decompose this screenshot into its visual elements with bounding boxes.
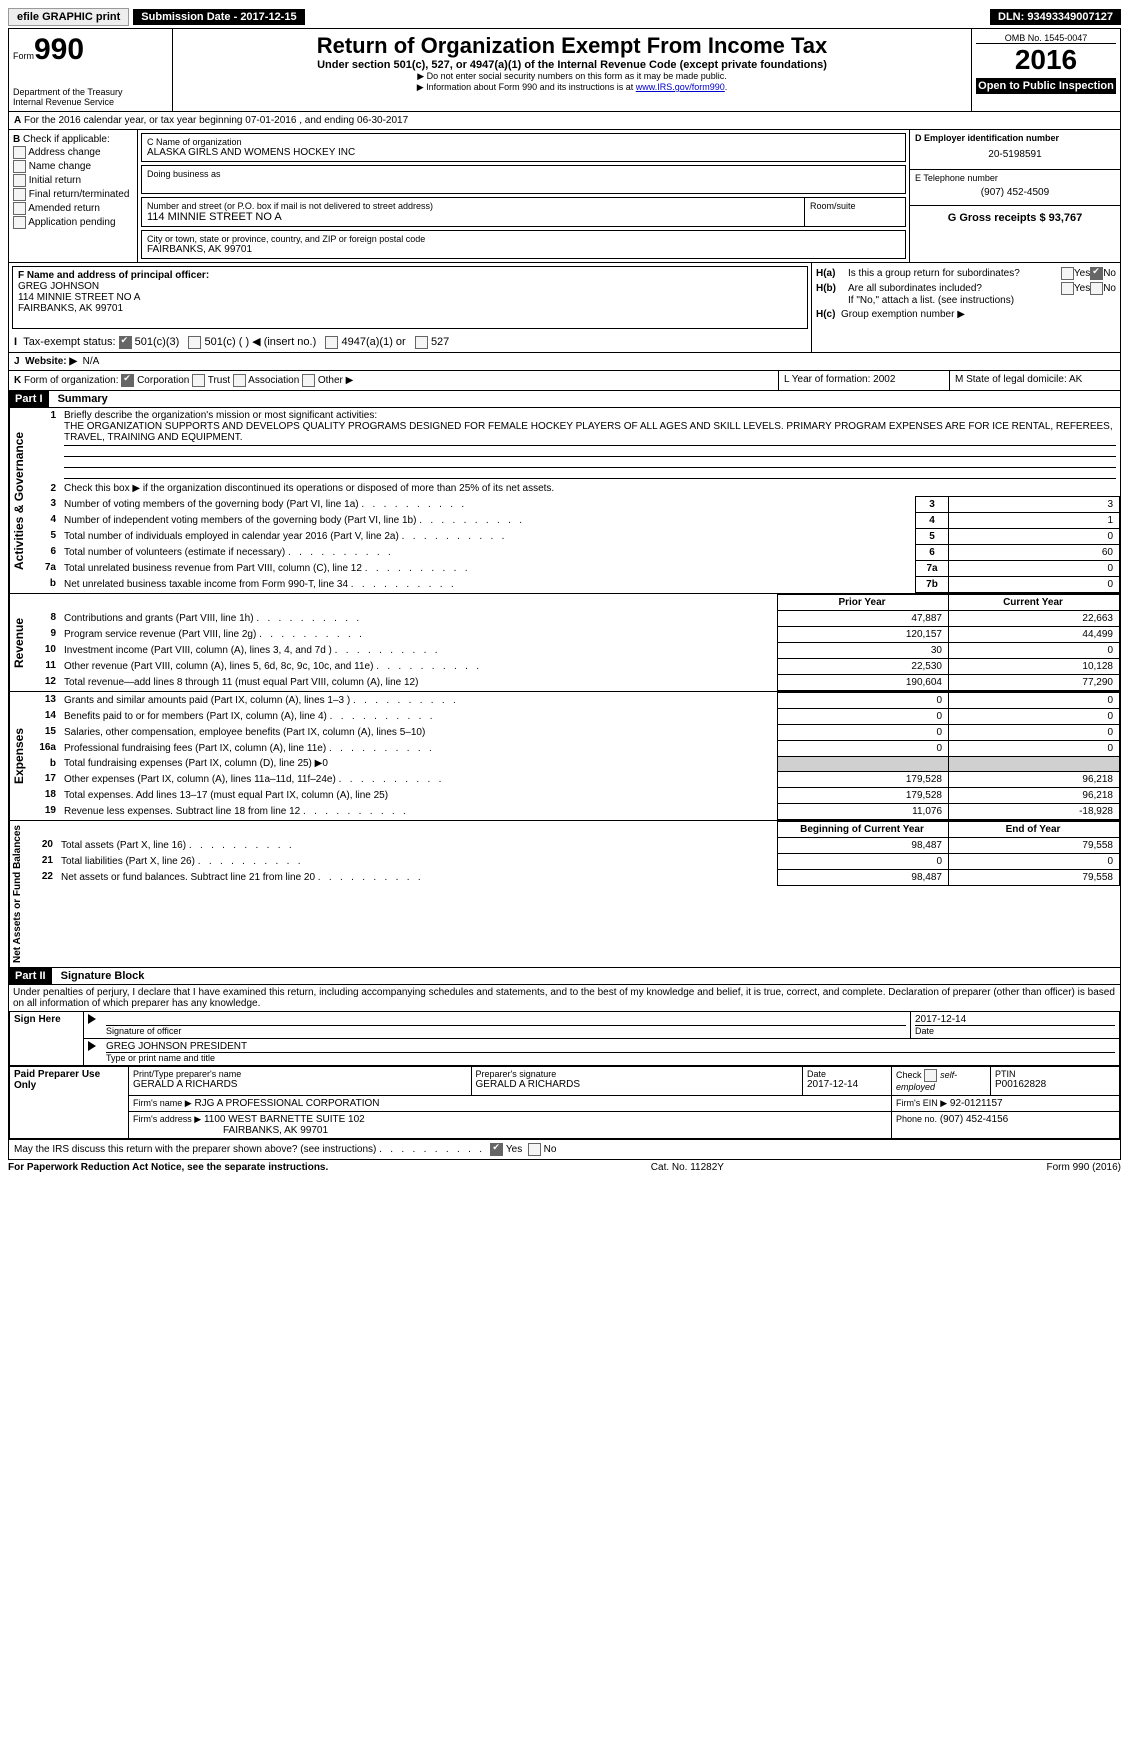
expenses-table: 13Grants and similar amounts paid (Part …: [28, 692, 1120, 820]
net-assets-table: Beginning of Current YearEnd of Year 20T…: [25, 821, 1120, 886]
checkbox-other[interactable]: [302, 374, 315, 387]
org-name-box: C Name of organization ALASKA GIRLS AND …: [141, 133, 906, 162]
city-box: City or town, state or province, country…: [141, 230, 906, 259]
revenue-table: Prior YearCurrent Year 8Contributions an…: [28, 594, 1120, 691]
checkbox-discuss-yes[interactable]: [490, 1143, 503, 1156]
checkbox-hb-yes[interactable]: [1061, 282, 1074, 295]
declaration: Under penalties of perjury, I declare th…: [9, 985, 1120, 1011]
checkbox-501c3[interactable]: [119, 336, 132, 349]
checkbox-amended[interactable]: [13, 202, 26, 215]
part1-header: Part I: [9, 391, 49, 407]
form-body: Form990 Department of the Treasury Inter…: [8, 28, 1121, 1160]
checkbox-address-change[interactable]: [13, 146, 26, 159]
label-net-assets: Net Assets or Fund Balances: [9, 821, 25, 967]
section-m: M State of legal domicile: AK: [949, 371, 1120, 390]
checkbox-hb-no[interactable]: [1090, 282, 1103, 295]
form-word: Form: [13, 51, 34, 61]
checkbox-self-employed[interactable]: [924, 1069, 937, 1082]
page-footer: For Paperwork Reduction Act Notice, see …: [8, 1160, 1121, 1173]
irs-label: Internal Revenue Service: [13, 97, 168, 107]
sign-here-block: Sign Here Signature of officer 2017-12-1…: [9, 1011, 1120, 1066]
checkbox-trust[interactable]: [192, 374, 205, 387]
irs-link[interactable]: www.IRS.gov/form990: [636, 82, 725, 92]
form-subtitle: Under section 501(c), 527, or 4947(a)(1)…: [177, 59, 967, 71]
officer-box: F Name and address of principal officer:…: [12, 266, 808, 329]
section-k: K Form of organization: Corporation Trus…: [9, 371, 778, 390]
section-l: L Year of formation: 2002: [778, 371, 949, 390]
note-ssn: ▶ Do not enter social security numbers o…: [177, 71, 967, 82]
dln: DLN: 93493349007127: [990, 9, 1121, 25]
dept-treasury: Department of the Treasury: [13, 87, 168, 97]
label-governance: Activities & Governance: [9, 408, 28, 593]
paid-preparer-block: Paid Preparer Use Only Print/Type prepar…: [9, 1066, 1120, 1139]
top-bar: efile GRAPHIC print Submission Date - 20…: [8, 8, 1121, 26]
form-header: Form990 Department of the Treasury Inter…: [9, 29, 1120, 112]
form-title: Return of Organization Exempt From Incom…: [177, 33, 967, 59]
note-info: ▶ Information about Form 990 and its ins…: [417, 82, 636, 92]
section-b-checklist: Address change Name change Initial retur…: [13, 146, 133, 229]
may-irs-discuss: May the IRS discuss this return with the…: [9, 1139, 1120, 1159]
submission-date: Submission Date - 2017-12-15: [133, 9, 304, 25]
tax-year: 2016: [976, 44, 1116, 76]
mission-text: THE ORGANIZATION SUPPORTS AND DEVELOPS Q…: [64, 421, 1113, 443]
room-suite: Room/suite: [805, 198, 905, 226]
section-b: B Check if applicable: Address change Na…: [9, 130, 138, 262]
open-public: Open to Public Inspection: [976, 78, 1116, 94]
org-name: ALASKA GIRLS AND WOMENS HOCKEY INC: [147, 147, 900, 158]
section-j: J Website: ▶ N/A: [9, 353, 1120, 371]
part2-header: Part II: [9, 968, 52, 984]
checkbox-corp[interactable]: [121, 374, 134, 387]
section-h: H(a) Is this a group return for subordin…: [811, 263, 1120, 352]
street-box: Number and street (or P.O. box if mail i…: [142, 198, 805, 226]
dba-box: Doing business as: [141, 165, 906, 194]
omb-number: OMB No. 1545-0047: [976, 33, 1116, 44]
arrow-icon: [88, 1014, 96, 1024]
checkbox-501c[interactable]: [188, 336, 201, 349]
label-revenue: Revenue: [9, 594, 28, 691]
gross-receipts: G Gross receipts $ 93,767: [910, 206, 1120, 230]
efile-print-button[interactable]: efile GRAPHIC print: [8, 8, 129, 26]
checkbox-app-pending[interactable]: [13, 216, 26, 229]
label-expenses: Expenses: [9, 692, 28, 820]
ein-box: D Employer identification number 20-5198…: [910, 130, 1120, 170]
arrow-icon: [88, 1041, 96, 1051]
checkbox-final-return[interactable]: [13, 188, 26, 201]
checkbox-ha-no[interactable]: [1090, 267, 1103, 280]
checkbox-assoc[interactable]: [233, 374, 246, 387]
checkbox-ha-yes[interactable]: [1061, 267, 1074, 280]
governance-table: 1 Briefly describe the organization's mi…: [28, 408, 1120, 593]
checkbox-discuss-no[interactable]: [528, 1143, 541, 1156]
checkbox-initial-return[interactable]: [13, 174, 26, 187]
form-number: 990: [34, 33, 84, 66]
section-i: I Tax-exempt status: 501(c)(3) 501(c) ( …: [9, 332, 811, 352]
checkbox-527[interactable]: [415, 336, 428, 349]
checkbox-name-change[interactable]: [13, 160, 26, 173]
line-a: A For the 2016 calendar year, or tax yea…: [9, 112, 1120, 130]
checkbox-4947[interactable]: [325, 336, 338, 349]
part2-title: Signature Block: [55, 970, 145, 982]
part1-title: Summary: [52, 393, 108, 405]
phone-box: E Telephone number (907) 452-4509: [910, 170, 1120, 206]
